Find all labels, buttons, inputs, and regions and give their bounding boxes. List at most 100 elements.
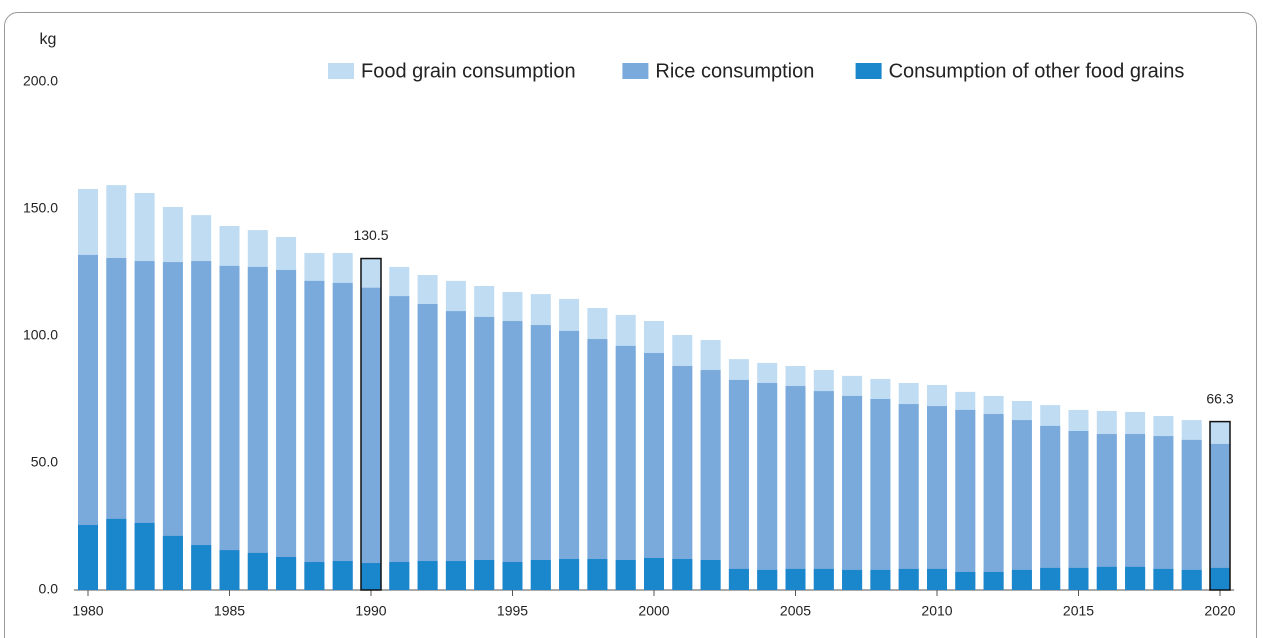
- bar: [332, 282, 353, 590]
- bar: [672, 365, 693, 590]
- bar: [219, 265, 240, 590]
- frame: [4, 12, 1257, 638]
- bar: [728, 379, 749, 590]
- bar: [247, 552, 268, 590]
- bar: [1011, 569, 1032, 590]
- bar: [728, 568, 749, 590]
- bar: [1068, 430, 1089, 590]
- bar: [1068, 567, 1089, 590]
- bar: [955, 409, 976, 590]
- bar: [502, 562, 523, 590]
- bar: [276, 556, 297, 590]
- bar: [1096, 434, 1117, 590]
- bar: [361, 563, 381, 590]
- highlight-outline: [1209, 420, 1231, 591]
- x-tick-label: 1990: [355, 603, 386, 619]
- bar: [644, 557, 664, 590]
- x-tick-label: 2010: [921, 603, 952, 619]
- bar: [162, 262, 183, 590]
- bar: [247, 266, 268, 590]
- x-tick-label: 2000: [638, 603, 669, 619]
- bar: [785, 386, 806, 590]
- bar: [530, 560, 551, 590]
- bar: [78, 254, 98, 590]
- legend-swatch: [855, 63, 882, 79]
- y-tick-label: 200.0: [23, 73, 58, 89]
- bar: [417, 303, 438, 590]
- y-tick-label: 50.0: [31, 454, 58, 470]
- x-tick-label: 1985: [214, 603, 245, 619]
- legend-label: Food grain consumption: [361, 60, 576, 82]
- bar: [162, 535, 183, 590]
- bar: [304, 280, 325, 590]
- bar: [389, 562, 410, 590]
- value-label: 66.3: [1206, 390, 1233, 406]
- bar: [842, 569, 863, 590]
- bar: [615, 345, 636, 590]
- y-tick-label: 100.0: [23, 327, 58, 343]
- bar: [587, 559, 608, 590]
- x-tick-label: 1995: [497, 603, 528, 619]
- y-unit: kg: [40, 31, 57, 48]
- bar: [304, 562, 325, 590]
- bar: [644, 353, 664, 590]
- legend-swatch: [328, 63, 354, 79]
- bar: [134, 261, 155, 590]
- legend-swatch: [622, 63, 649, 79]
- bar: [700, 560, 721, 590]
- bar: [927, 568, 947, 590]
- y-tick-label: 150.0: [23, 200, 58, 216]
- bar: [813, 391, 834, 590]
- bar: [672, 559, 693, 590]
- bar: [1210, 443, 1230, 590]
- bar: [502, 321, 523, 590]
- bar: [332, 561, 353, 590]
- bar: [474, 560, 495, 590]
- bar: [898, 404, 919, 590]
- x-tick-label: 1980: [72, 603, 103, 619]
- bar: [78, 524, 98, 590]
- bar: [927, 406, 947, 590]
- bar: [417, 561, 438, 590]
- legend-label: Consumption of other food grains: [889, 60, 1185, 82]
- bar: [983, 413, 1004, 590]
- bar: [1153, 568, 1174, 590]
- y-tick-label: 0.0: [39, 581, 59, 597]
- bar: [757, 382, 778, 590]
- bar: [134, 522, 155, 590]
- bar: [785, 568, 806, 590]
- bar: [1181, 569, 1202, 590]
- value-label: 130.5: [353, 227, 388, 243]
- bar: [983, 571, 1004, 590]
- bar: [474, 316, 495, 590]
- bar: [219, 550, 240, 590]
- bar: [445, 311, 466, 590]
- bar: [1125, 434, 1146, 590]
- bar: [191, 545, 212, 590]
- legend-label: Rice consumption: [655, 60, 814, 82]
- bar: [106, 258, 127, 590]
- bar: [870, 569, 891, 590]
- bar: [1096, 566, 1117, 590]
- bar: [1125, 566, 1146, 590]
- highlight-outline: [360, 257, 382, 591]
- bar: [870, 398, 891, 590]
- bar: [1011, 420, 1032, 590]
- bar: [700, 370, 721, 590]
- bar: [1210, 567, 1230, 590]
- bar: [1040, 567, 1061, 590]
- bar: [106, 518, 127, 590]
- bar: [389, 296, 410, 590]
- bar: [587, 339, 608, 590]
- bar: [813, 568, 834, 590]
- x-tick-label: 2005: [780, 603, 811, 619]
- bar: [1181, 439, 1202, 590]
- bar: [615, 560, 636, 590]
- bar: [1040, 425, 1061, 590]
- bar: [955, 571, 976, 590]
- bar: [559, 559, 580, 590]
- bar: [361, 287, 381, 590]
- bar: [1153, 436, 1174, 590]
